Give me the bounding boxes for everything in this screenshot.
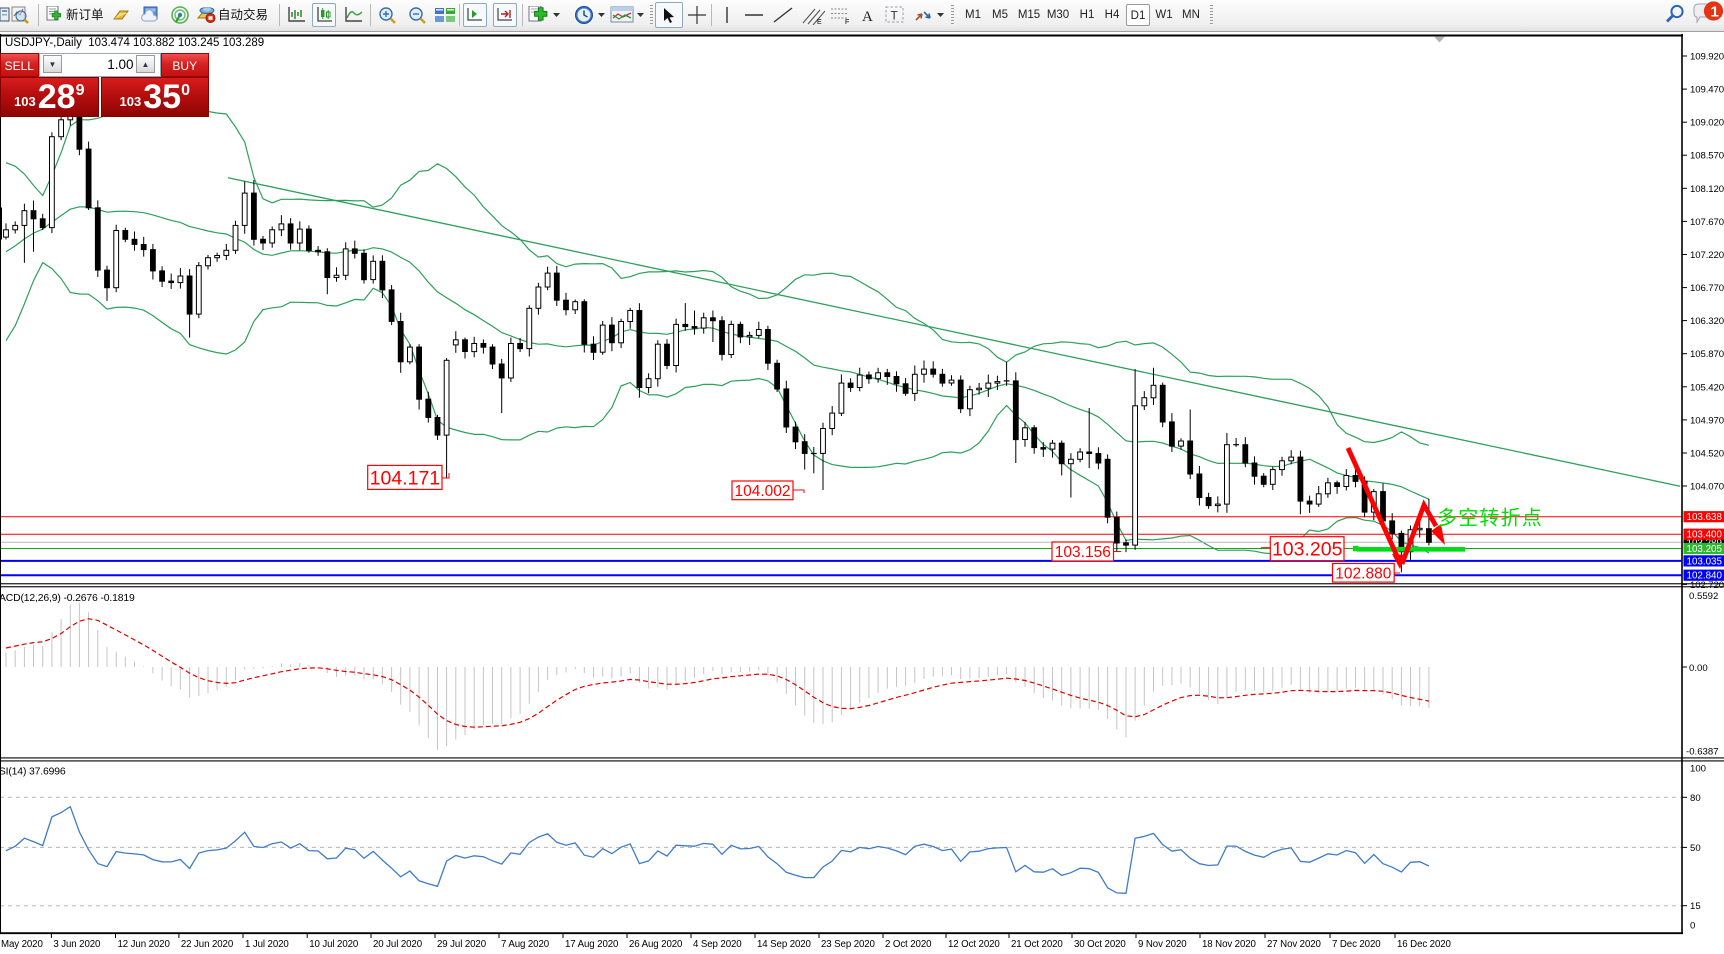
svg-text:0: 0 [1690, 921, 1695, 932]
svg-text:0.5592: 0.5592 [1689, 591, 1718, 602]
svg-text:104.520: 104.520 [1690, 449, 1724, 460]
svg-text:103.035: 103.035 [1687, 556, 1723, 567]
svg-text:105.420: 105.420 [1690, 382, 1724, 393]
svg-text:A: A [862, 9, 873, 24]
svg-text:2 Oct 2020: 2 Oct 2020 [885, 939, 932, 950]
svg-text:106.770: 106.770 [1690, 283, 1724, 294]
svg-text:104.002: 104.002 [734, 483, 790, 500]
svg-text:1: 1 [1711, 4, 1719, 21]
svg-text:RSI(14) 37.6996: RSI(14) 37.6996 [0, 767, 66, 778]
svg-text:102.720: 102.720 [1690, 580, 1724, 591]
svg-text:22 Jun 2020: 22 Jun 2020 [181, 939, 234, 950]
svg-text:103.156: 103.156 [1055, 544, 1111, 561]
svg-text:1 Jul 2020: 1 Jul 2020 [245, 939, 289, 950]
svg-text:16 Dec 2020: 16 Dec 2020 [1397, 939, 1452, 950]
svg-text:103.205: 103.205 [1687, 544, 1723, 555]
svg-text:108.570: 108.570 [1690, 151, 1724, 162]
svg-text:103.400: 103.400 [1687, 530, 1723, 541]
svg-text:30 Oct 2020: 30 Oct 2020 [1074, 939, 1126, 950]
svg-text:4 Sep 2020: 4 Sep 2020 [693, 939, 742, 950]
svg-text:109.920: 109.920 [1690, 52, 1724, 63]
svg-text:18 Nov 2020: 18 Nov 2020 [1202, 939, 1257, 950]
svg-text:106.320: 106.320 [1690, 316, 1724, 327]
svg-text:109.020: 109.020 [1690, 118, 1724, 129]
svg-text:23 Sep 2020: 23 Sep 2020 [821, 939, 876, 950]
svg-text:12 Oct 2020: 12 Oct 2020 [948, 939, 1000, 950]
svg-text:F: F [845, 19, 849, 25]
svg-text:100: 100 [1690, 763, 1706, 774]
svg-text:15: 15 [1690, 901, 1701, 912]
svg-text:103.638: 103.638 [1687, 512, 1723, 523]
svg-text:80: 80 [1690, 793, 1701, 804]
svg-text:多空转折点: 多空转折点 [1437, 507, 1543, 530]
svg-text:17 Aug 2020: 17 Aug 2020 [565, 939, 619, 950]
svg-text:9 Nov 2020: 9 Nov 2020 [1138, 939, 1187, 950]
svg-text:E: E [817, 19, 822, 25]
svg-text:MACD(12,26,9) -0.2676 -0.1819: MACD(12,26,9) -0.2676 -0.1819 [0, 593, 135, 604]
svg-text:26 Aug 2020: 26 Aug 2020 [629, 939, 683, 950]
svg-text:0.00: 0.00 [1689, 663, 1708, 674]
svg-text:7 Dec 2020: 7 Dec 2020 [1332, 939, 1381, 950]
svg-text:7 Aug 2020: 7 Aug 2020 [501, 939, 550, 950]
svg-text:May 2020: May 2020 [1, 939, 43, 950]
svg-text:107.670: 107.670 [1690, 217, 1724, 228]
svg-text:107.220: 107.220 [1690, 250, 1724, 261]
svg-text:50: 50 [1690, 843, 1701, 854]
svg-text:104.171: 104.171 [370, 467, 441, 489]
svg-text:27 Nov 2020: 27 Nov 2020 [1267, 939, 1322, 950]
svg-text:-0.6387: -0.6387 [1686, 746, 1719, 757]
svg-text:102.880: 102.880 [1335, 565, 1391, 582]
svg-text:104.070: 104.070 [1690, 482, 1724, 493]
svg-text:3 Jun 2020: 3 Jun 2020 [53, 939, 101, 950]
svg-text:21 Oct 2020: 21 Oct 2020 [1011, 939, 1063, 950]
svg-text:105.870: 105.870 [1690, 349, 1724, 360]
svg-text:108.120: 108.120 [1690, 184, 1724, 195]
svg-text:109.470: 109.470 [1690, 85, 1724, 96]
svg-text:104.970: 104.970 [1690, 415, 1724, 426]
svg-text:14 Sep 2020: 14 Sep 2020 [757, 939, 812, 950]
svg-text:29 Jul 2020: 29 Jul 2020 [437, 939, 487, 950]
svg-text:103.205: 103.205 [1272, 539, 1343, 561]
svg-text:T: T [891, 9, 899, 23]
svg-text:10 Jul 2020: 10 Jul 2020 [309, 939, 359, 950]
svg-text:20 Jul 2020: 20 Jul 2020 [373, 939, 423, 950]
svg-text:12 Jun 2020: 12 Jun 2020 [118, 939, 171, 950]
svg-text:102.840: 102.840 [1687, 571, 1723, 582]
